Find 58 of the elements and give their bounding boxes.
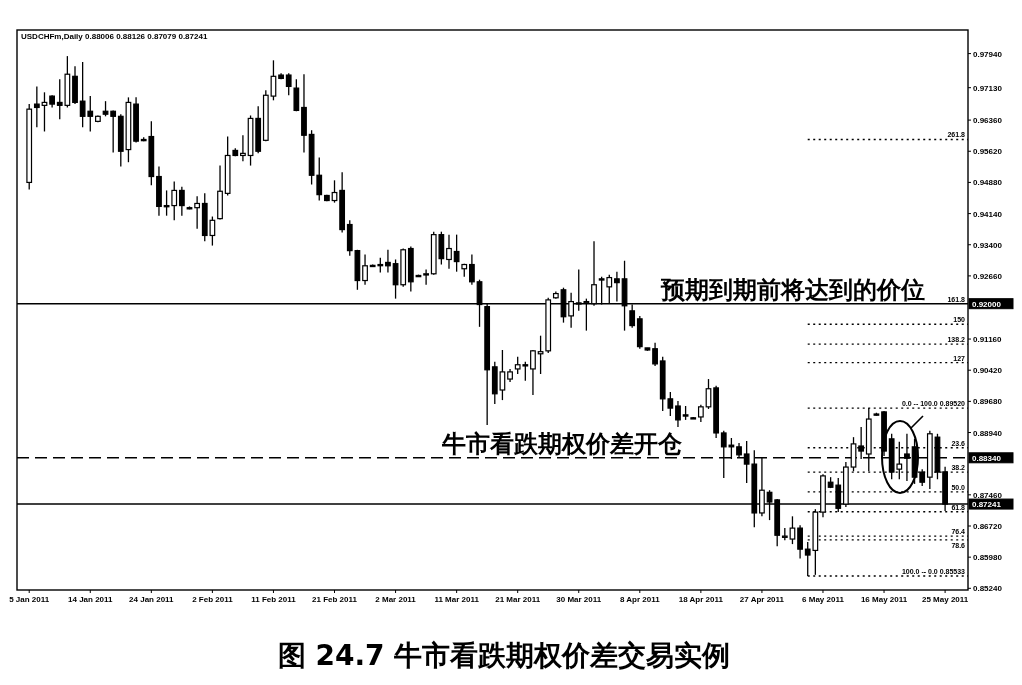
x-tick-label: 18 Apr 2011 <box>678 595 724 604</box>
candlestick <box>385 249 391 274</box>
x-tick-label: 2 Feb 2011 <box>192 595 234 604</box>
y-tick-label: 0.91160 <box>973 335 1003 345</box>
annotation: 预期到期前将达到的价位 <box>660 275 926 304</box>
x-tick-label: 16 May 2011 <box>860 595 908 604</box>
y-tick-label: 0.87460 <box>973 490 1003 500</box>
candlestick <box>530 349 536 396</box>
candlestick <box>293 78 300 112</box>
candlestick <box>110 109 117 154</box>
y-tick-label: 0.88940 <box>973 428 1003 438</box>
y-tick-label: 0.89680 <box>973 397 1003 407</box>
x-tick-label: 5 Jan 2011 <box>9 595 50 604</box>
y-tick-label: 0.92660 <box>973 271 1003 281</box>
x-tick-label: 14 Jan 2011 <box>68 595 114 604</box>
candlestick <box>453 233 460 273</box>
y-tick-label: 0.93400 <box>973 240 1003 250</box>
x-tick-label: 2 Mar 2011 <box>375 595 417 604</box>
x-tick-label: 25 May 2011 <box>921 595 969 604</box>
x-tick-label: 11 Feb 2011 <box>251 595 297 604</box>
ref-line-label: 0.87241 <box>972 500 1002 510</box>
x-tick-label: 24 Jan 2011 <box>129 595 175 604</box>
x-tick-label: 11 Mar 2011 <box>434 595 480 604</box>
candlestick <box>446 233 452 270</box>
candlestick <box>789 515 796 545</box>
candlestick <box>285 72 292 96</box>
candlestick <box>423 268 429 286</box>
y-tick-label: 0.86720 <box>973 522 1003 531</box>
candlestick <box>178 185 185 217</box>
candlestick <box>652 342 658 367</box>
y-tick-label: 0.96360 <box>973 116 1003 126</box>
y-tick-label: 0.85240 <box>973 584 1003 594</box>
x-tick-label: 30 Mar 2011 <box>556 595 602 604</box>
y-tick-label: 0.90420 <box>973 366 1003 376</box>
x-tick-label: 27 Apr 2011 <box>739 595 785 604</box>
x-tick-label: 21 Feb 2011 <box>312 595 358 604</box>
text: 图 24.7 牛市看跌期权价差交易实例 <box>277 639 731 672</box>
candlestick <box>33 85 40 128</box>
y-tick-label: 0.85980 <box>973 553 1003 563</box>
candlestick <box>240 134 246 163</box>
ref-line-label: 0.88340 <box>972 453 1002 463</box>
x-tick-label: 6 May 2011 <box>802 595 845 604</box>
candlestick <box>194 195 201 230</box>
candlestick <box>797 524 803 560</box>
y-tick-label: 0.94880 <box>973 178 1003 188</box>
annotation: USDCHFm,Daily 0.88006 0.88126 0.87079 0.87241 <box>21 32 208 41</box>
ref-line-label: 0.92000 <box>972 299 1002 309</box>
candlestick <box>469 253 475 286</box>
annotation: 牛市看跌期权价差开仓 <box>441 429 684 458</box>
candlestick <box>537 335 544 375</box>
y-tick-label: 0.95620 <box>973 147 1003 157</box>
y-tick-label: 0.97940 <box>973 49 1003 59</box>
x-tick-label: 21 Mar 2011 <box>495 595 541 604</box>
candlestick <box>675 400 681 428</box>
y-tick-label: 0.97130 <box>973 83 1003 93</box>
x-tick-label: 8 Apr 2011 <box>619 595 661 604</box>
y-tick-label: 0.94140 <box>973 209 1003 219</box>
candlestick <box>362 253 368 286</box>
